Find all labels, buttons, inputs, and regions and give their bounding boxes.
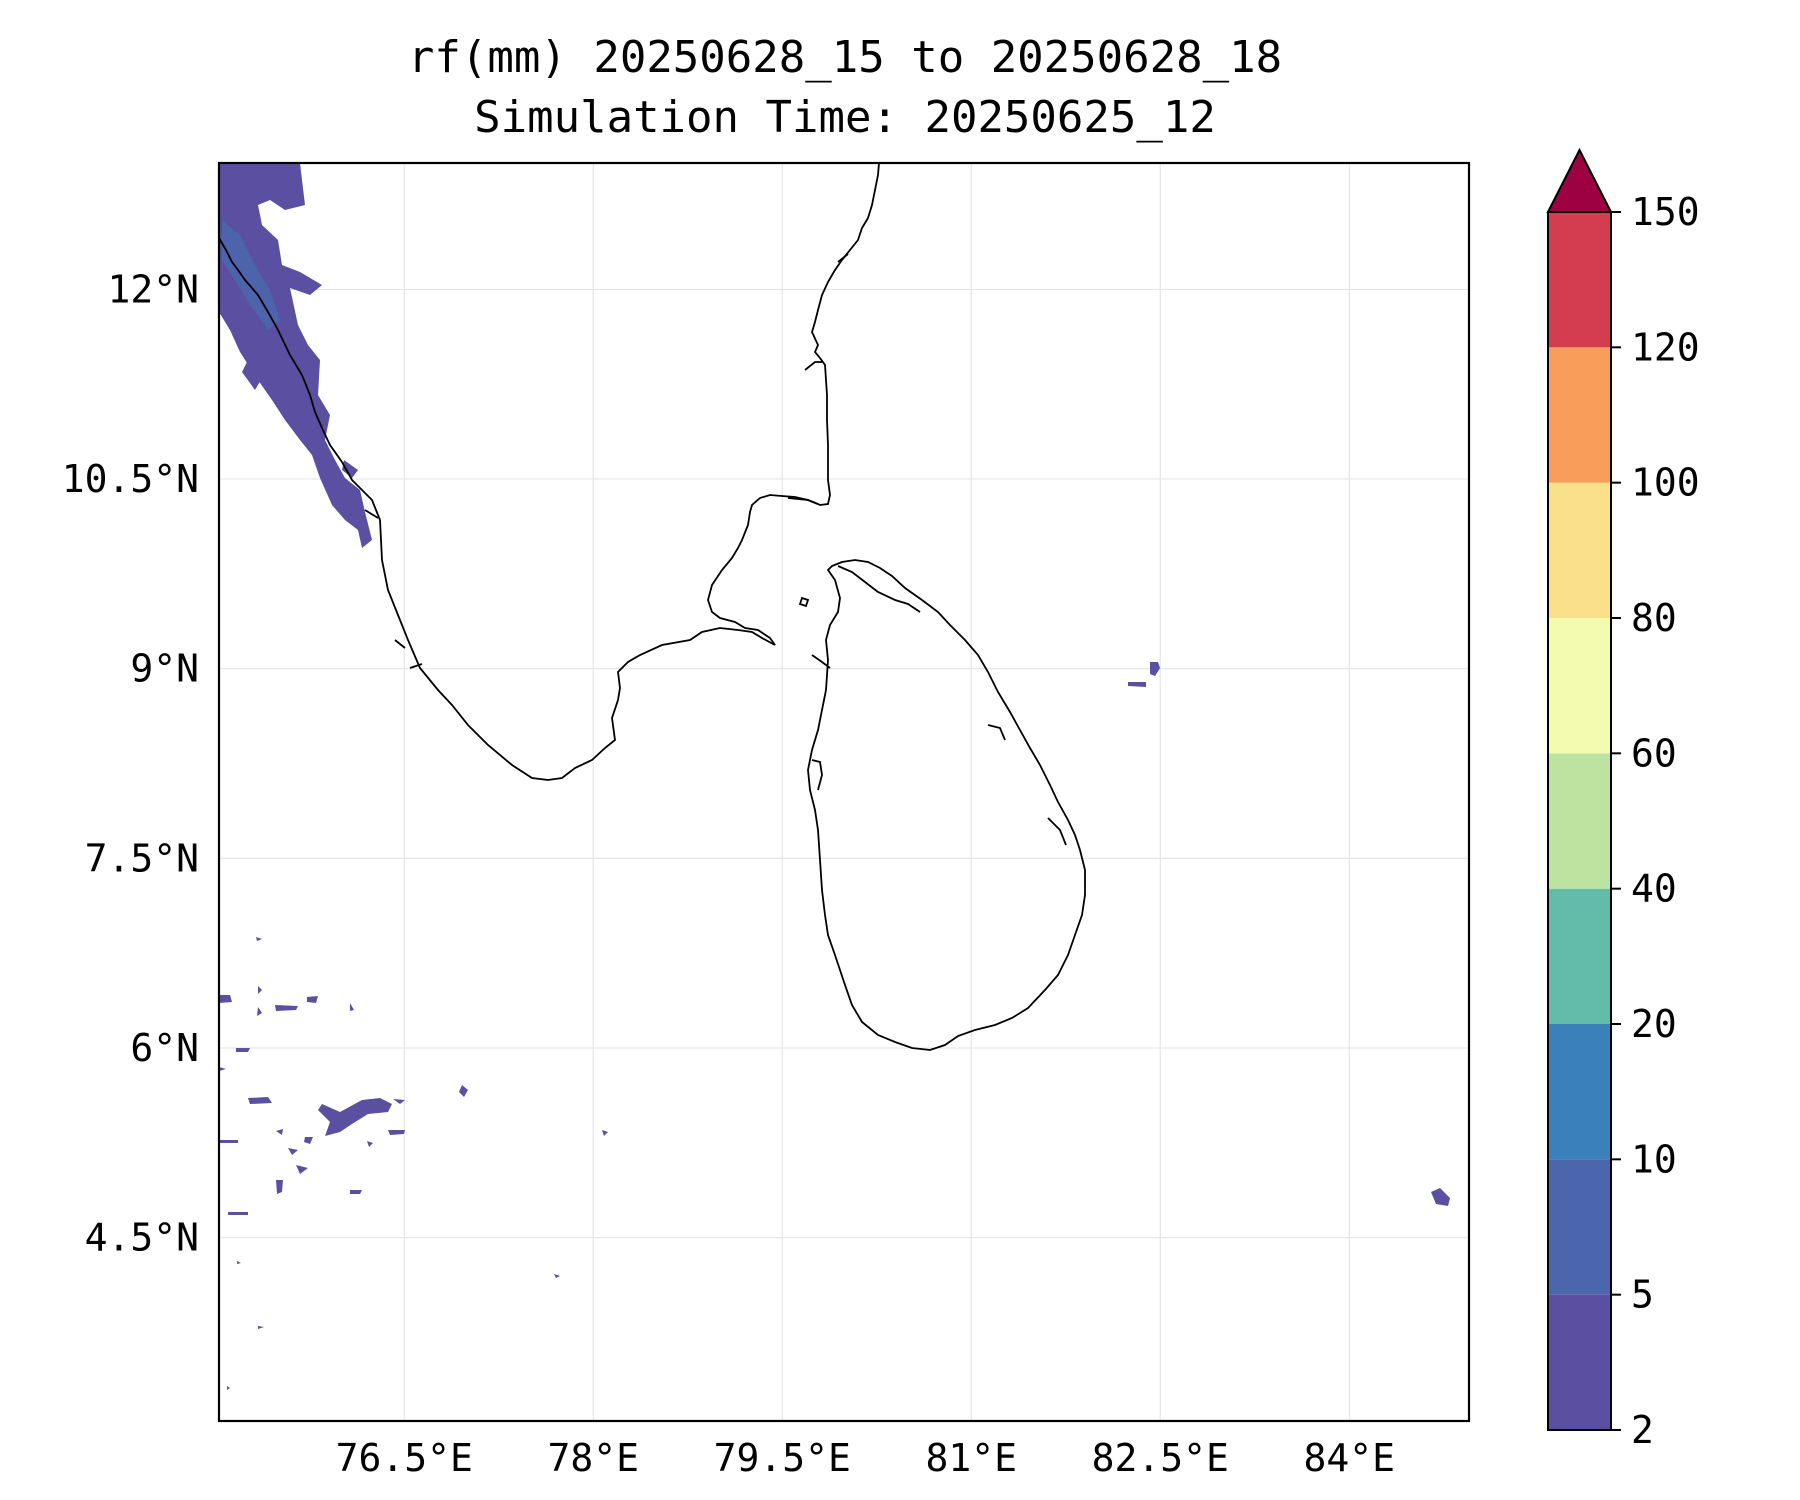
colorbar: 2 5 10 20 40 60 80 100 120 150 [1546, 147, 1700, 1452]
map-axes: 76.5°E 78°E 79.5°E 81°E 82.5°E 84°E 12°N 10.5°N… [62, 161, 1471, 1480]
islet [798, 596, 810, 608]
coastline-detail [837, 253, 849, 263]
colorbar-tick-label: 20 [1631, 1002, 1677, 1046]
colorbar-segment [1548, 1159, 1611, 1295]
lon-tick-label: 82.5°E [1092, 1436, 1229, 1480]
lat-tick-label: 10.5°N [62, 457, 199, 501]
lat-tick-label: 9°N [130, 647, 199, 691]
colorbar-segment [1548, 888, 1611, 1024]
colorbar-tick-label: 60 [1631, 731, 1677, 775]
rain-patch [350, 1190, 362, 1194]
rain-patch [318, 1098, 392, 1136]
lon-tick-label: 76.5°E [336, 1436, 473, 1480]
rain-patch [342, 460, 358, 478]
rain-patch [1128, 682, 1146, 687]
rain-patch [228, 1212, 248, 1215]
rain-patch [236, 1048, 250, 1052]
rain-patch [367, 1141, 373, 1147]
rain-patch [219, 995, 232, 1003]
coastline-detail [804, 361, 822, 371]
rain-patch [393, 1099, 405, 1104]
jaffna-detail [837, 565, 921, 613]
rain-patch [388, 1130, 405, 1135]
colorbar-segment [1548, 618, 1611, 754]
map-title-line1: rf(mm) 20250628_15 to 20250628_18 [407, 32, 1283, 83]
rain-patch [554, 1274, 560, 1278]
rain-patch [275, 1005, 298, 1011]
colorbar-segment [1548, 1294, 1611, 1430]
colorbar-tick-label: 5 [1631, 1273, 1654, 1317]
colorbar-tick-label: 40 [1631, 867, 1677, 911]
lagoon-detail [1047, 817, 1067, 846]
rain-patch [1431, 1188, 1450, 1206]
rain-patch [219, 1067, 226, 1071]
colorbar-extend-arrow [1546, 147, 1613, 213]
colorbar-segment [1548, 1024, 1611, 1160]
map-title-line2: Simulation Time: 20250625_12 [474, 92, 1216, 143]
colorbar-segment [1548, 753, 1611, 889]
colorbar-frame [1547, 211, 1612, 1431]
rain-patch [248, 1097, 272, 1104]
sri-lanka-coastline [807, 559, 1086, 1051]
colorbar-segment [1548, 212, 1611, 348]
rain-patch [307, 996, 318, 1003]
coastlines [219, 163, 1086, 1051]
lon-tick-label: 84°E [1304, 1436, 1396, 1480]
rain-band-inner [222, 220, 280, 330]
rain-band-west-coast [219, 163, 372, 548]
rainfall-fields [219, 163, 1450, 1390]
lon-tick-label: 79.5°E [714, 1436, 851, 1480]
coastline-detail [364, 509, 379, 519]
rain-patch [304, 1137, 313, 1144]
rain-patch [256, 937, 262, 941]
lagoon-detail [811, 759, 823, 791]
colorbar-tick-label: 80 [1631, 596, 1677, 640]
rain-patch [258, 1326, 264, 1329]
rain-patch [350, 1003, 354, 1011]
colorbar-segment [1548, 347, 1611, 483]
india-coastline [219, 163, 880, 781]
rain-patch [219, 1140, 238, 1143]
rain-patch [296, 1165, 308, 1174]
colorbar-tick-label: 120 [1631, 325, 1700, 369]
colorbar-tick-label: 150 [1631, 190, 1700, 234]
rain-patch [602, 1130, 608, 1136]
rain-patch [227, 1386, 230, 1390]
rain-patch [1150, 662, 1160, 676]
rain-patch [276, 1129, 283, 1135]
rain-patch [258, 986, 262, 994]
colorbar-segment [1548, 482, 1611, 618]
lagoon-detail [987, 724, 1006, 741]
lon-tick-label: 81°E [926, 1436, 1018, 1480]
rain-patch [242, 360, 262, 390]
map-frame [217, 161, 1471, 1423]
mannar-detail [811, 654, 831, 669]
lat-tick-label: 7.5°N [85, 836, 199, 880]
colorbar-tick-label: 100 [1631, 461, 1700, 505]
lat-tick-label: 6°N [130, 1026, 199, 1070]
colorbar-tick-label: 2 [1631, 1408, 1654, 1452]
graticule [219, 163, 1469, 1421]
colorbar-tick-label: 10 [1631, 1137, 1677, 1181]
lat-tick-label: 12°N [107, 267, 199, 311]
rain-patch [237, 1261, 241, 1264]
rain-patch [459, 1085, 468, 1097]
lat-tick-label: 4.5°N [85, 1216, 199, 1260]
rain-patch [257, 1007, 262, 1016]
lon-tick-label: 78°E [547, 1436, 639, 1480]
rain-patch [276, 1180, 283, 1194]
coastline-detail [409, 663, 423, 669]
coastline-detail [394, 639, 406, 649]
rain-patch [288, 1148, 298, 1155]
coastline-detail [787, 497, 819, 505]
